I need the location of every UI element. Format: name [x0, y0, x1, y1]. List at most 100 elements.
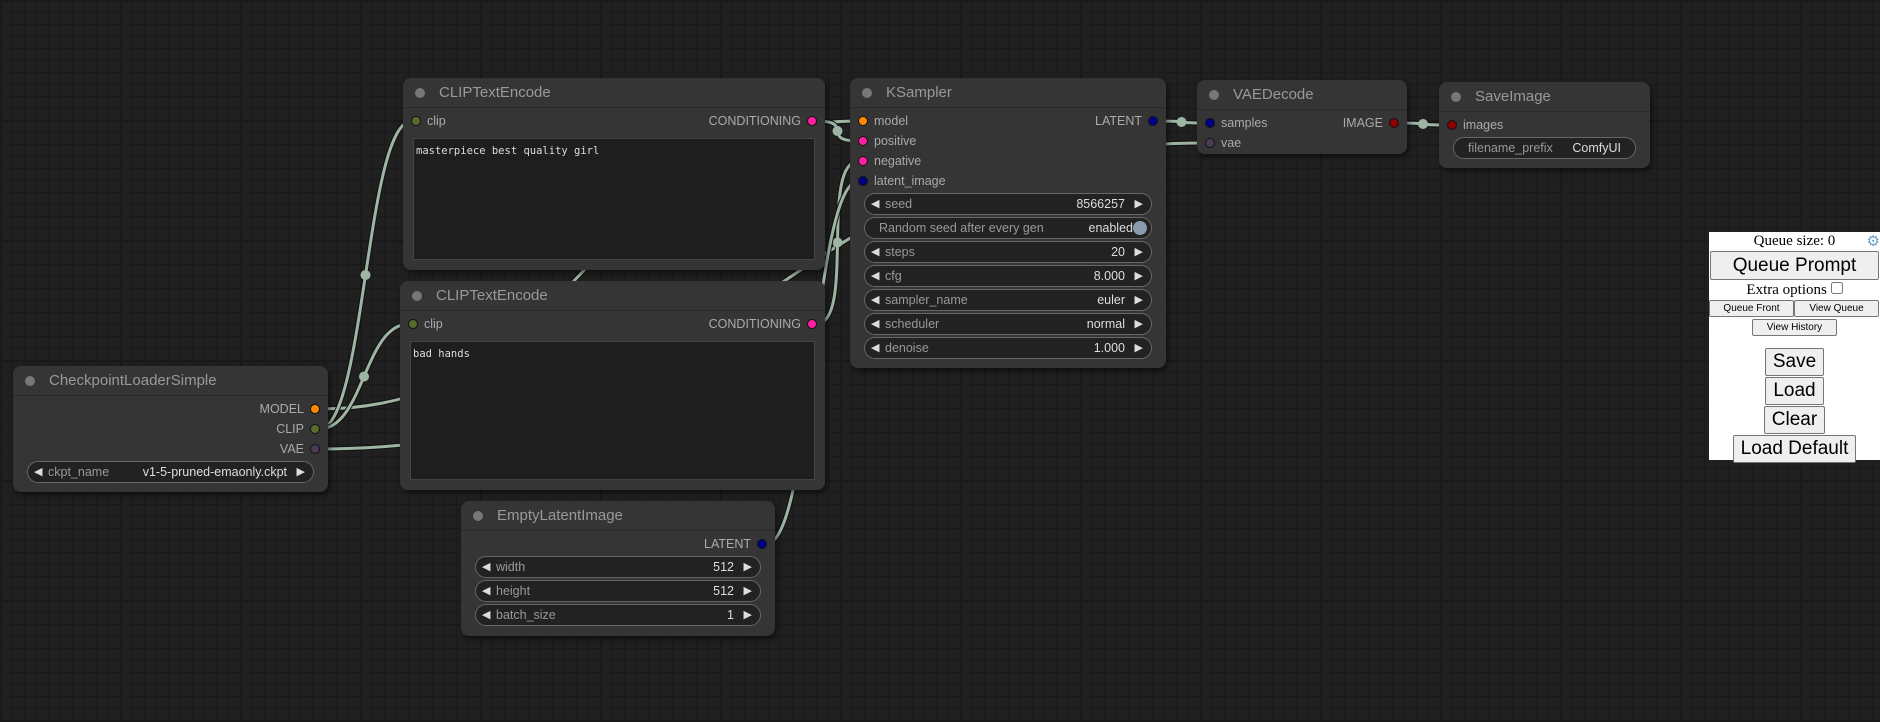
slot-dot[interactable] [1447, 120, 1457, 130]
input-slot-clip[interactable]: clip [404, 314, 443, 334]
queue-prompt-button[interactable]: Queue Prompt [1710, 251, 1879, 280]
extra-options-checkbox[interactable] [1830, 282, 1843, 294]
link-midpoint-marker[interactable] [1418, 119, 1428, 129]
load-button[interactable]: Load [1765, 377, 1824, 405]
node-collapse-dot[interactable] [1451, 92, 1461, 102]
slot-dot[interactable] [408, 319, 418, 329]
slot-dot[interactable] [1148, 116, 1158, 126]
node-collapse-dot[interactable] [473, 511, 483, 521]
output-slot-IMAGE[interactable]: IMAGE [1343, 113, 1403, 133]
node-ckpt[interactable]: CheckpointLoaderSimple MODEL CLIP VAE ◀ ▶ ckpt… [13, 366, 328, 492]
increment-arrow-icon[interactable]: ▶ [743, 585, 752, 597]
increment-arrow-icon[interactable]: ▶ [743, 561, 752, 573]
slot-dot[interactable] [858, 176, 868, 186]
slot-dot[interactable] [310, 424, 320, 434]
input-slot-clip[interactable]: clip [407, 111, 446, 131]
output-slot-MODEL[interactable]: MODEL [260, 399, 324, 419]
increment-arrow-icon[interactable]: ▶ [1134, 198, 1143, 210]
widget-batch_size[interactable]: ◀ ▶ batch_size 1 [475, 604, 761, 626]
node-title[interactable]: CheckpointLoaderSimple [13, 366, 328, 396]
toggle-knob[interactable] [1133, 221, 1147, 235]
slot-dot[interactable] [858, 136, 868, 146]
node-title[interactable]: EmptyLatentImage [461, 501, 775, 531]
slot-dot[interactable] [807, 319, 817, 329]
node-save[interactable]: SaveImage images filename_prefix ComfyUI [1439, 82, 1650, 168]
input-slot-positive[interactable]: positive [854, 131, 916, 151]
node-title[interactable]: KSampler [850, 78, 1166, 108]
link-midpoint-marker[interactable] [832, 126, 843, 136]
gear-icon[interactable]: ⚙ [1866, 234, 1880, 250]
slot-dot[interactable] [757, 539, 767, 549]
save-button[interactable]: Save [1764, 348, 1825, 376]
increment-arrow-icon[interactable]: ▶ [1134, 270, 1143, 282]
widget-seed[interactable]: ◀ ▶ seed 8566257 [864, 193, 1152, 215]
decrement-arrow-icon[interactable]: ◀ [871, 198, 880, 210]
input-slot-images[interactable]: images [1443, 115, 1503, 135]
node-clip_neg[interactable]: CLIPTextEncode clip CONDITIONING bad hands [400, 281, 825, 490]
decrement-arrow-icon[interactable]: ◀ [482, 585, 491, 597]
link-midpoint-marker[interactable] [359, 371, 369, 382]
link-midpoint-marker[interactable] [360, 270, 371, 280]
widget-filename_prefix[interactable]: filename_prefix ComfyUI [1453, 137, 1636, 159]
increment-arrow-icon[interactable]: ▶ [743, 609, 752, 621]
node-latent[interactable]: EmptyLatentImage LATENT ◀ ▶ width 512 ◀ ▶ height… [461, 501, 775, 636]
slot-dot[interactable] [858, 156, 868, 166]
widget-sampler_name[interactable]: ◀ ▶ sampler_name euler [864, 289, 1152, 311]
view-history-button[interactable]: View History [1752, 319, 1837, 336]
slot-dot[interactable] [310, 404, 320, 414]
node-collapse-dot[interactable] [1209, 90, 1219, 100]
node-collapse-dot[interactable] [25, 376, 35, 386]
node-collapse-dot[interactable] [415, 88, 425, 98]
node-vaedecode[interactable]: VAEDecode samples vae IMAGE [1197, 80, 1407, 154]
decrement-arrow-icon[interactable]: ◀ [871, 270, 880, 282]
node-title[interactable]: CLIPTextEncode [400, 281, 825, 311]
widget-steps[interactable]: ◀ ▶ steps 20 [864, 241, 1152, 263]
widget-ckpt_name[interactable]: ◀ ▶ ckpt_name v1-5-pruned-emaonly.ckpt [27, 461, 314, 483]
node-ksampler[interactable]: KSampler model positive negative latent_imag… [850, 78, 1166, 368]
increment-arrow-icon[interactable]: ▶ [1134, 318, 1143, 330]
increment-arrow-icon[interactable]: ▶ [1134, 294, 1143, 306]
input-slot-latent_image[interactable]: latent_image [854, 171, 946, 191]
widget-scheduler[interactable]: ◀ ▶ scheduler normal [864, 313, 1152, 335]
load-default-button[interactable]: Load Default [1732, 435, 1857, 463]
decrement-arrow-icon[interactable]: ◀ [482, 609, 491, 621]
slot-dot[interactable] [858, 116, 868, 126]
slot-dot[interactable] [807, 116, 817, 126]
output-slot-VAE[interactable]: VAE [280, 439, 324, 459]
widget-random-seed-after-every-gen[interactable]: Random seed after every gen enabled [864, 217, 1152, 239]
prompt-textarea[interactable]: masterpiece best quality girl [413, 138, 815, 260]
decrement-arrow-icon[interactable]: ◀ [871, 342, 880, 354]
node-title[interactable]: SaveImage [1439, 82, 1650, 112]
decrement-arrow-icon[interactable]: ◀ [871, 294, 880, 306]
node-clip_pos[interactable]: CLIPTextEncode clip CONDITIONING masterpiec… [403, 78, 825, 270]
slot-dot[interactable] [310, 444, 320, 454]
link-midpoint-marker[interactable] [832, 237, 843, 248]
node-collapse-dot[interactable] [862, 88, 872, 98]
input-slot-samples[interactable]: samples [1201, 113, 1268, 133]
slot-dot[interactable] [1205, 138, 1215, 148]
decrement-arrow-icon[interactable]: ◀ [482, 561, 491, 573]
widget-cfg[interactable]: ◀ ▶ cfg 8.000 [864, 265, 1152, 287]
increment-arrow-icon[interactable]: ▶ [1134, 342, 1143, 354]
link-midpoint-marker[interactable] [1176, 117, 1187, 127]
output-slot-CLIP[interactable]: CLIP [276, 419, 324, 439]
widget-width[interactable]: ◀ ▶ width 512 [475, 556, 761, 578]
output-slot-LATENT[interactable]: LATENT [704, 534, 771, 554]
increment-arrow-icon[interactable]: ▶ [1134, 246, 1143, 258]
node-collapse-dot[interactable] [412, 291, 422, 301]
prompt-textarea[interactable]: bad hands [410, 341, 815, 480]
input-slot-vae[interactable]: vae [1201, 133, 1241, 153]
widget-denoise[interactable]: ◀ ▶ denoise 1.000 [864, 337, 1152, 359]
queue-front-button[interactable]: Queue Front [1709, 300, 1794, 317]
output-slot-CONDITIONING[interactable]: CONDITIONING [709, 111, 821, 131]
slot-dot[interactable] [411, 116, 421, 126]
node-title[interactable]: CLIPTextEncode [403, 78, 825, 108]
output-slot-LATENT[interactable]: LATENT [1095, 111, 1162, 131]
slot-dot[interactable] [1205, 118, 1215, 128]
node-title[interactable]: VAEDecode [1197, 80, 1407, 110]
view-queue-button[interactable]: View Queue [1794, 300, 1879, 317]
input-slot-model[interactable]: model [854, 111, 908, 131]
increment-arrow-icon[interactable]: ▶ [296, 466, 305, 478]
output-slot-CONDITIONING[interactable]: CONDITIONING [709, 314, 821, 334]
clear-button[interactable]: Clear [1763, 406, 1826, 434]
